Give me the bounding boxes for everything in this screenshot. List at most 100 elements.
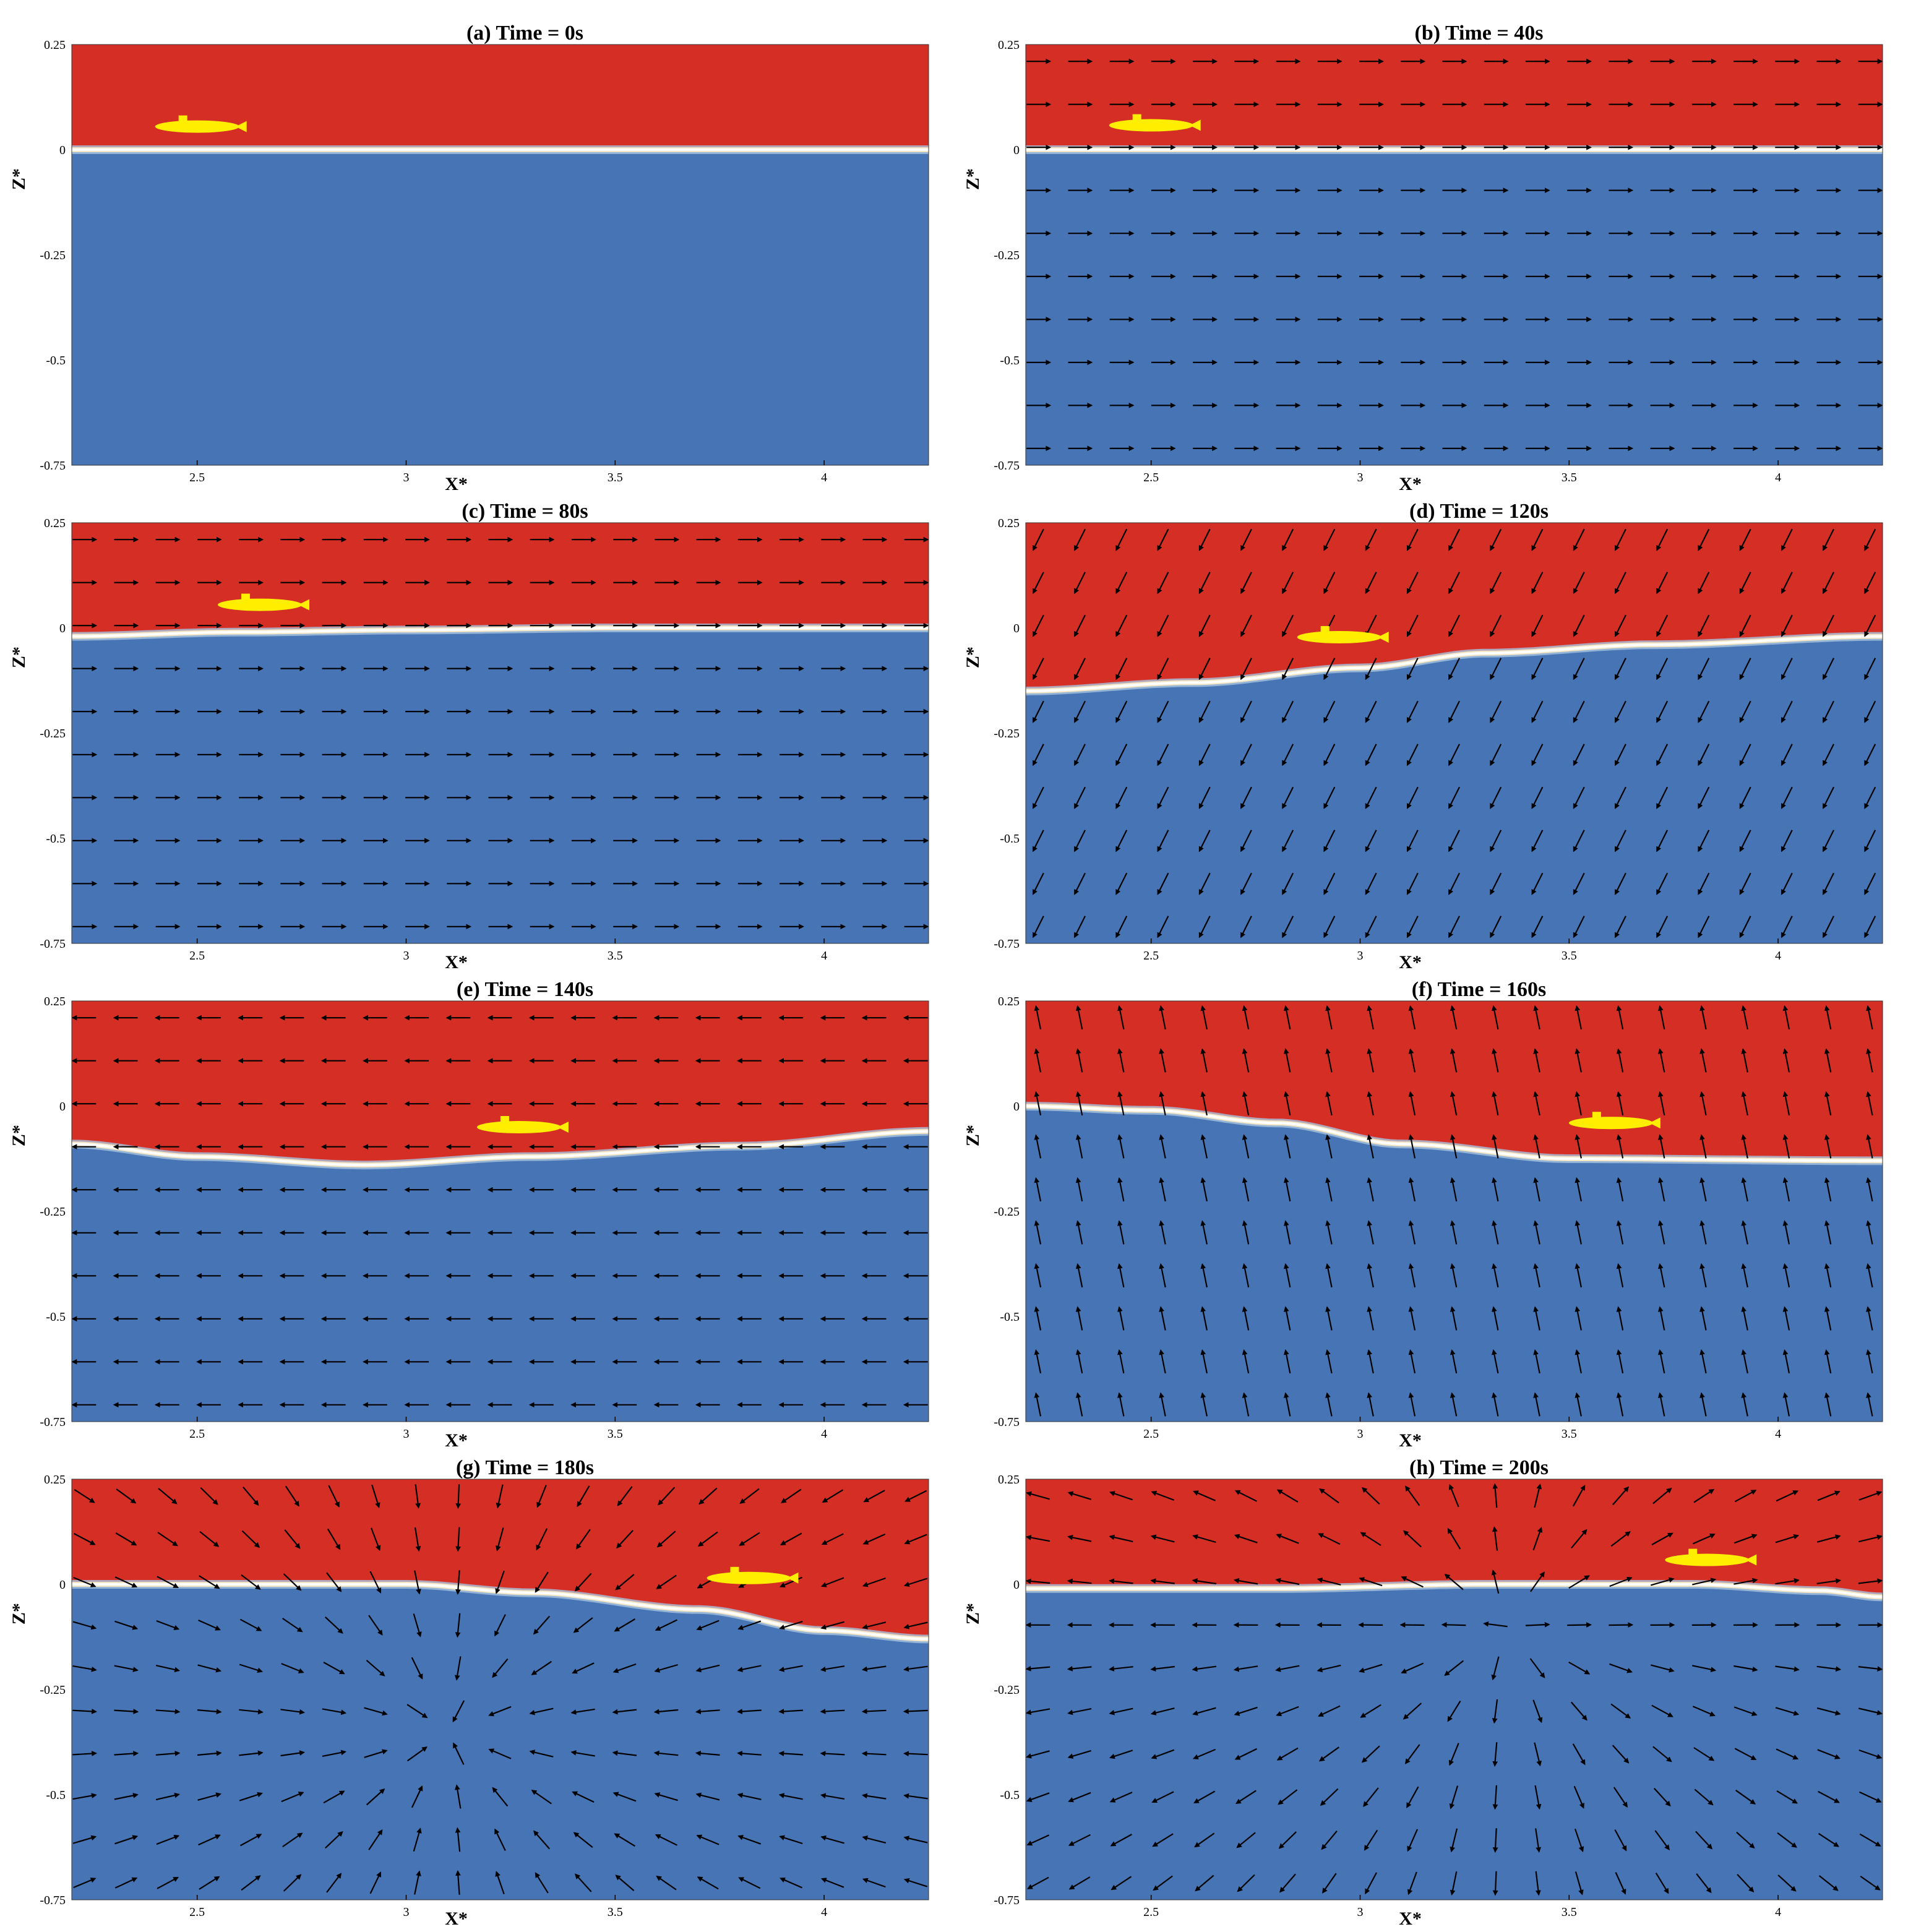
velocity-arrow: [1531, 658, 1544, 680]
velocity-arrow: [1242, 1220, 1250, 1245]
velocity-arrow: [1276, 1747, 1299, 1761]
velocity-arrow: [1739, 658, 1751, 680]
velocity-arrow: [655, 1619, 677, 1631]
velocity-arrow: [326, 1572, 342, 1592]
velocity-arrow: [695, 1792, 720, 1801]
velocity-arrow: [1365, 872, 1377, 895]
velocity-arrow: [371, 1527, 381, 1552]
velocity-arrow: [156, 1834, 180, 1845]
y-tick-label: -0.25: [994, 1683, 1020, 1697]
velocity-arrow: [1616, 1306, 1624, 1331]
velocity-arrow: [1490, 700, 1502, 723]
velocity-arrow: [1283, 1005, 1291, 1030]
velocity-arrow: [1034, 1392, 1042, 1417]
submarine-sail: [500, 1116, 509, 1123]
submarine-tail: [1745, 1554, 1757, 1566]
velocity-arrow: [1490, 572, 1502, 595]
velocity-arrow: [1616, 1263, 1624, 1288]
velocity-arrow: [1614, 572, 1626, 595]
velocity-arrow: [1318, 1533, 1341, 1545]
velocity-arrow: [496, 1484, 504, 1509]
velocity-arrow: [1365, 614, 1377, 637]
velocity-arrow: [1782, 1349, 1790, 1374]
velocity-arrow: [488, 1706, 512, 1717]
velocity-arrow: [1406, 572, 1419, 595]
submarine-hull: [1297, 630, 1381, 643]
velocity-arrow: [1656, 916, 1669, 938]
velocity-arrow: [1240, 528, 1252, 551]
velocity-arrow: [1242, 1091, 1250, 1116]
velocity-arrow: [1824, 1177, 1832, 1202]
velocity-arrow: [1365, 786, 1377, 809]
velocity-arrow: [1490, 658, 1502, 680]
velocity-arrow: [1492, 1526, 1498, 1551]
velocity-arrow: [1200, 1220, 1208, 1245]
submarine-sail: [1320, 625, 1330, 633]
velocity-arrow: [1075, 1005, 1083, 1030]
velocity-arrow: [1824, 1306, 1832, 1331]
velocity-arrow: [1656, 830, 1669, 852]
velocity-arrow: [1739, 700, 1751, 723]
water-region: [72, 628, 929, 943]
y-tick-label: -0.5: [1000, 1788, 1020, 1802]
velocity-arrow: [1531, 872, 1544, 895]
x-tick-label: 2.5: [189, 949, 205, 963]
velocity-arrow: [1109, 1534, 1133, 1542]
velocity-arrow: [1696, 1873, 1712, 1894]
velocity-arrow: [612, 1750, 637, 1756]
plot-area: [1026, 1479, 1883, 1900]
velocity-arrow: [1531, 528, 1544, 551]
velocity-arrow: [1032, 916, 1044, 938]
velocity-arrow: [1776, 1748, 1799, 1760]
x-tick-label: 3: [1357, 471, 1363, 484]
submarine-sail: [1688, 1548, 1698, 1556]
velocity-arrow: [903, 1793, 928, 1800]
velocity-arrow: [1616, 1048, 1624, 1073]
velocity-arrow: [904, 1490, 927, 1502]
velocity-arrow: [1159, 1306, 1166, 1331]
velocity-arrow: [1282, 572, 1294, 595]
velocity-arrow: [820, 1793, 845, 1800]
y-tick-label: -0.5: [1000, 832, 1020, 846]
velocity-arrow: [239, 1750, 264, 1756]
velocity-arrow: [1406, 658, 1419, 680]
velocity-arrows: [1034, 1005, 1873, 1417]
velocity-arrow: [1026, 1750, 1050, 1759]
velocity-arrow: [1695, 1831, 1712, 1850]
velocity-arrow: [155, 1709, 181, 1714]
velocity-arrow: [656, 1531, 676, 1548]
velocity-arrow: [1698, 572, 1710, 595]
submarine-tail: [235, 121, 247, 132]
y-axis-label: Z*: [963, 168, 983, 190]
velocity-arrow: [239, 1834, 262, 1847]
velocity-arrow: [366, 1788, 385, 1806]
velocity-arrow: [1574, 1306, 1582, 1331]
velocity-arrow: [282, 1618, 303, 1633]
x-tick-label: 3.5: [608, 1427, 623, 1441]
velocity-arrow: [1034, 1134, 1042, 1159]
water-region: [72, 1584, 929, 1900]
velocity-arrow: [1651, 1532, 1673, 1545]
y-axis-label: Z*: [963, 1125, 983, 1146]
velocity-arrow: [904, 1534, 927, 1545]
x-tick-label: 4: [1775, 1427, 1781, 1441]
velocity-arrow: [1866, 1306, 1873, 1331]
velocity-arrow: [1026, 1834, 1050, 1846]
velocity-arrow: [72, 1793, 97, 1800]
velocity-arrow: [780, 1877, 802, 1889]
y-tick-label: -0.25: [994, 727, 1020, 741]
velocity-arrow: [1325, 1005, 1333, 1030]
velocity-arrow: [1858, 1666, 1883, 1672]
velocity-arrow: [1406, 872, 1419, 895]
velocity-arrow: [1026, 1578, 1050, 1584]
velocity-arrow: [324, 1616, 343, 1634]
velocity-arrow: [1616, 1134, 1624, 1159]
velocity-arrow: [1777, 1874, 1797, 1892]
velocity-arrow: [282, 1832, 303, 1848]
velocity-arrow: [1864, 572, 1876, 595]
velocity-arrow: [1574, 1177, 1582, 1202]
panel-f: 0.25 0 -0.25 -0.5 -0.75 2.5 3 3.5 4 X* Z* (f) Time …: [963, 978, 1883, 1451]
y-tick-label: -0.75: [40, 1894, 66, 1907]
velocity-arrow: [1781, 528, 1793, 551]
velocity-arrow: [1450, 1005, 1458, 1030]
